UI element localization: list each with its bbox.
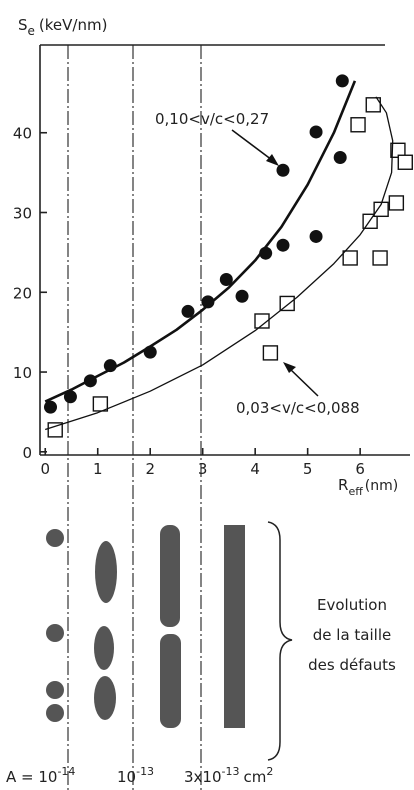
defect — [160, 634, 181, 728]
area-exp: -13 — [222, 765, 240, 778]
legend-text: des défauts — [308, 656, 396, 674]
point — [279, 295, 295, 312]
legend-text: de la taille — [313, 626, 391, 644]
annotation-arrow — [288, 367, 319, 397]
point — [276, 163, 290, 177]
point — [309, 229, 323, 243]
y-tick-label: 30 — [13, 205, 32, 223]
legend-text: Evolution — [317, 596, 387, 614]
area-label: 10-13 — [117, 765, 154, 786]
point — [43, 400, 57, 414]
point — [92, 396, 109, 412]
defect — [94, 626, 114, 670]
defect — [46, 529, 64, 547]
point — [335, 74, 349, 88]
defect — [46, 704, 64, 722]
x-tick-label: 5 — [303, 460, 313, 478]
defect-shapes — [46, 525, 245, 728]
point — [276, 238, 290, 252]
y-tick-label: 40 — [13, 125, 32, 143]
arrow-head — [283, 362, 296, 373]
annotation: 0,10<v/c<0,27 — [155, 110, 269, 128]
point — [388, 195, 405, 211]
y-tick-label: 20 — [13, 284, 32, 302]
point — [309, 125, 323, 139]
defect — [46, 624, 64, 642]
y-label-symbol: S — [18, 16, 28, 34]
area-label: 3x10-13 cm2 — [184, 765, 273, 786]
defect — [160, 525, 180, 627]
x-label-unit: (nm) — [365, 478, 398, 494]
y-label-subscript: e — [28, 24, 35, 38]
point — [181, 304, 195, 318]
x-tick-label: 3 — [198, 460, 208, 478]
point — [254, 313, 270, 329]
area-base: 10 — [117, 768, 136, 786]
point — [235, 289, 249, 303]
x-tick-label: 2 — [145, 460, 155, 478]
y-label-unit: (keV/nm) — [39, 16, 108, 34]
fit-curve — [44, 80, 357, 403]
annotation: 0,03<v/c<0,088 — [236, 399, 360, 417]
point — [397, 154, 413, 170]
defect — [94, 676, 116, 720]
x-label-subscript: eff — [348, 485, 363, 498]
point — [201, 295, 215, 309]
area-unit-exp: 2 — [266, 765, 273, 778]
y-tick-label: 0 — [22, 444, 32, 462]
area-label: A = 10-14 — [6, 765, 75, 786]
point — [47, 422, 63, 438]
arrow-head — [266, 154, 279, 166]
x-axis-label: Reff (nm) — [338, 476, 398, 498]
point — [372, 250, 388, 266]
point — [350, 117, 366, 133]
defect — [46, 681, 64, 699]
brace — [267, 521, 293, 761]
x-tick-label: 1 — [93, 460, 103, 478]
point — [262, 345, 279, 361]
y-axis-label: Se (keV/nm) — [18, 16, 107, 38]
point — [365, 97, 381, 113]
x-tick-label: 6 — [355, 460, 365, 478]
guides — [67, 45, 202, 790]
x-tick-label: 0 — [40, 460, 50, 478]
fit-curve — [45, 96, 394, 431]
point — [63, 390, 77, 404]
point — [333, 150, 347, 164]
x-label-symbol: R — [338, 476, 348, 494]
area-base: 3x10 — [184, 768, 222, 786]
point — [219, 273, 233, 287]
area-base: A = 10 — [6, 768, 57, 786]
annotation-arrow — [231, 129, 273, 161]
x-tick-label: 4 — [250, 460, 260, 478]
area-exp: -14 — [57, 765, 75, 778]
point — [342, 250, 358, 266]
y-tick-label: 10 — [13, 364, 32, 382]
defect — [95, 541, 117, 603]
area-unit: cm — [243, 768, 266, 786]
area-exp: -13 — [136, 765, 154, 778]
defect — [224, 525, 245, 728]
